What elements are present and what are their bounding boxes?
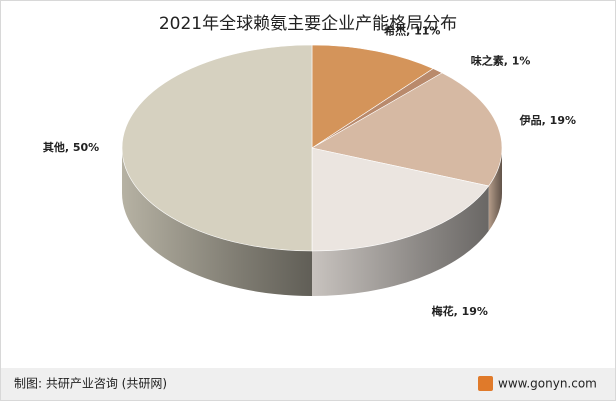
footer-source: 制图: 共研产业咨询 (共研网) <box>14 376 167 391</box>
slice <box>121 44 313 252</box>
slice <box>311 147 490 252</box>
data-label: 味之素, 1% <box>471 53 531 67</box>
chart-title: 2021年全球赖氨主要企业产能格局分布 <box>159 14 457 34</box>
pie: 希杰, 11% 味之素, 1% 伊品, 19% 梅花, 19% 其他, 50% <box>43 24 576 318</box>
slice <box>311 72 503 187</box>
data-label: 希杰, 11% <box>383 24 440 38</box>
side-shade <box>488 148 502 231</box>
logo-icon <box>478 376 493 391</box>
footer-bar <box>1 368 615 400</box>
data-label: 伊品, 19% <box>519 113 576 127</box>
footer-site: www.gonyn.com <box>498 377 597 391</box>
side-shade <box>312 185 489 296</box>
side-shade <box>122 148 312 296</box>
data-label: 梅花, 19% <box>432 304 488 318</box>
data-label: 其他, 50% <box>43 140 99 154</box>
slice <box>311 44 434 149</box>
